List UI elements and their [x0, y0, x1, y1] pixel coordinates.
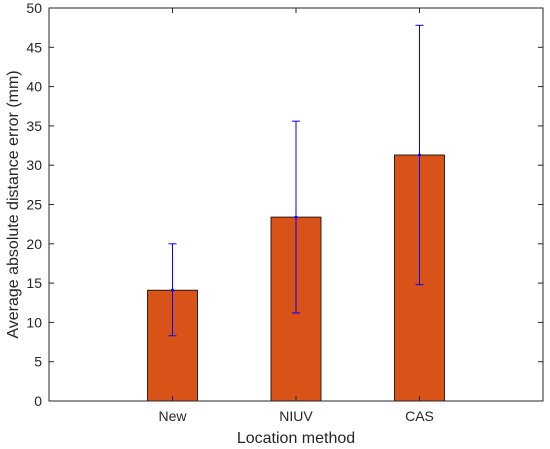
y-tick-label: 30	[26, 157, 42, 173]
x-tick-label-niuv: NIUV	[279, 408, 313, 424]
y-tick-label: 40	[26, 79, 42, 95]
y-tick-label: 45	[26, 39, 42, 55]
errorbar-center-marker	[171, 288, 174, 292]
y-tick-label: 25	[26, 197, 42, 213]
y-tick-label: 50	[26, 0, 42, 16]
y-tick-label: 0	[34, 393, 42, 409]
y-axis-title: Average absolute distance error (mm)	[5, 70, 22, 338]
y-tick-label: 10	[26, 314, 42, 330]
x-tick-label-cas: CAS	[405, 408, 434, 424]
y-tick-label: 5	[34, 354, 42, 370]
y-tick-label: 20	[26, 236, 42, 252]
x-tick-label-new: New	[158, 408, 187, 424]
x-axis-title: Location method	[237, 430, 355, 447]
errorbar-center-marker	[418, 153, 421, 157]
y-tick-label: 35	[26, 118, 42, 134]
errorbar-center-marker	[294, 215, 298, 219]
y-tick-label: 15	[26, 275, 42, 291]
